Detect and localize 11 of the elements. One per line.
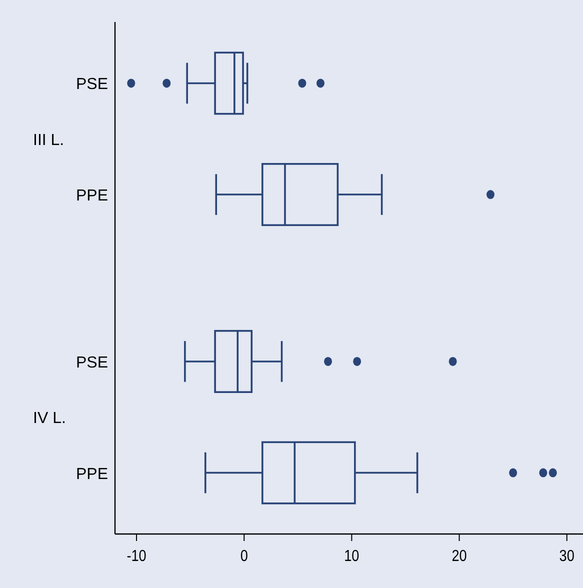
y-tick-label: PPE [76, 188, 108, 205]
y-tick-label: PSE [76, 76, 108, 94]
text: III L. [33, 132, 64, 149]
y-tick-label: PSE [76, 354, 108, 372]
x-tick-label: 10 [344, 548, 360, 566]
x-tick-label: -10 [126, 548, 146, 566]
x-tick-label: 20 [452, 548, 467, 566]
y-tick-label: PPE [76, 466, 108, 483]
x-tick-label: 0 [240, 548, 248, 566]
x-tick-label: 30 [559, 548, 574, 566]
text: IV L. [33, 410, 66, 428]
